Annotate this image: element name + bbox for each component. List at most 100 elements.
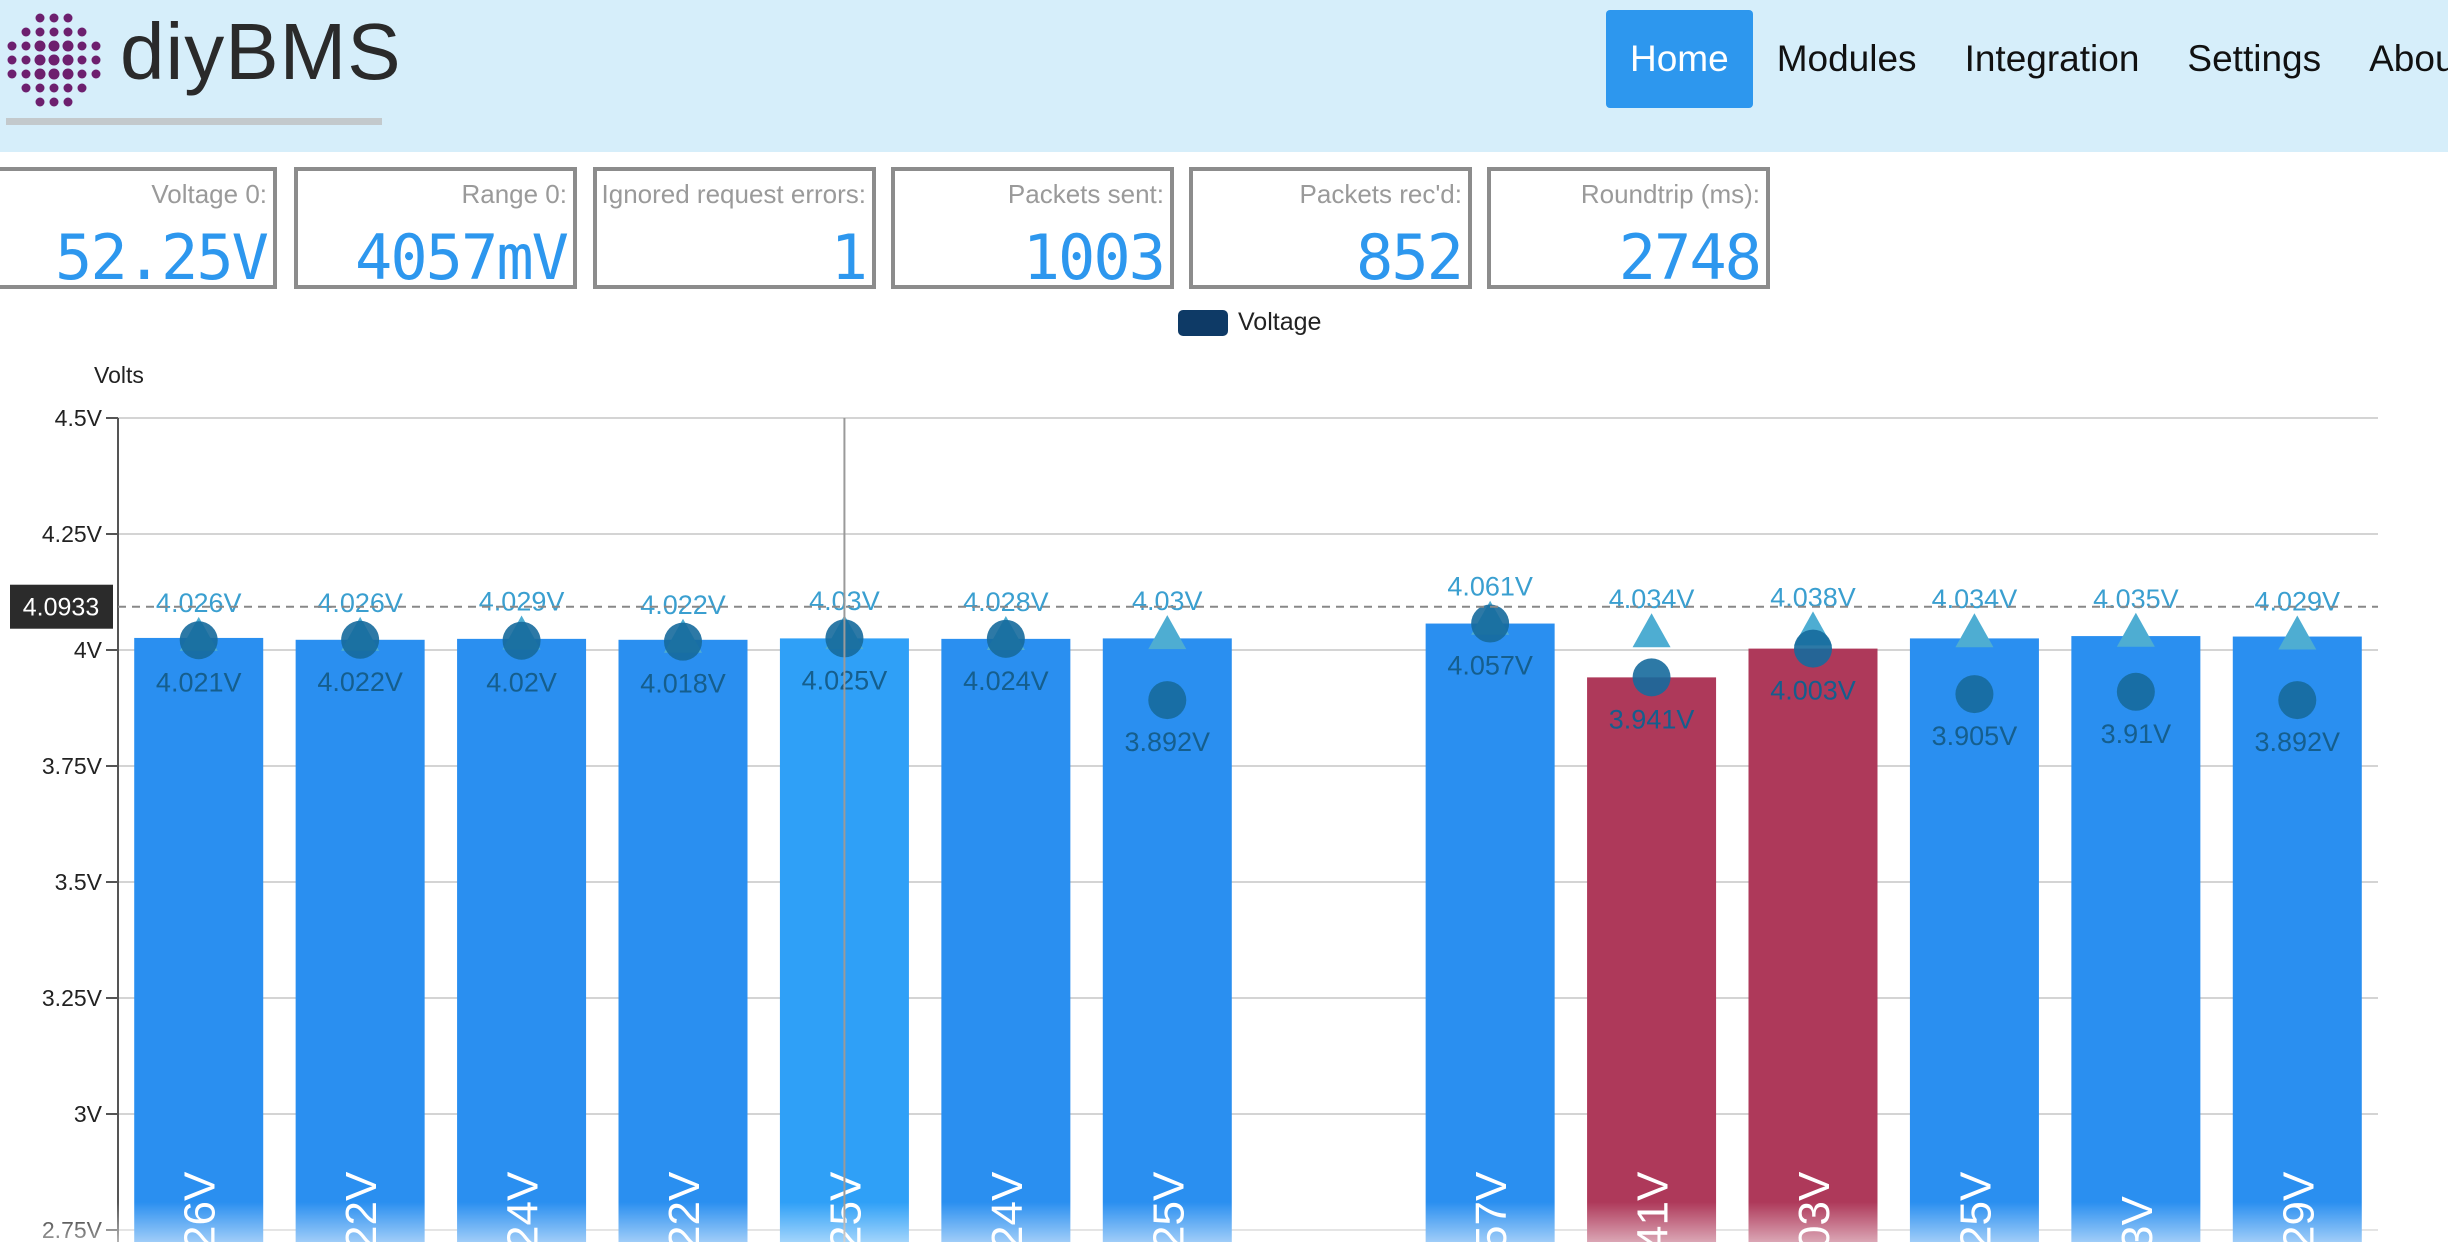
max-voltage-marker — [664, 618, 702, 653]
logo-underline — [6, 118, 382, 125]
voltage-bar — [779, 638, 909, 1242]
y-tick-label: 4.5V — [55, 405, 103, 431]
bar-value-label: 41V — [1629, 1171, 1678, 1242]
max-voltage-marker — [825, 615, 864, 650]
min-voltage-label: 4.057V — [1447, 651, 1533, 681]
nav-settings[interactable]: Settings — [2187, 38, 2322, 79]
voltage-bar — [295, 639, 425, 1242]
y-tick-label: 3.75V — [42, 753, 103, 779]
min-voltage-label: 4.022V — [317, 667, 403, 697]
max-voltage-marker — [502, 615, 541, 650]
logo-dots-icon — [7, 13, 101, 107]
max-voltage-marker — [986, 616, 1025, 651]
voltage-bar — [134, 637, 264, 1242]
bar-value-label: 29V — [2274, 1171, 2323, 1242]
min-voltage-label: 4.02V — [486, 668, 557, 698]
max-voltage-marker — [2278, 615, 2317, 650]
max-voltage-label: 4.035V — [2093, 584, 2179, 614]
min-voltage-marker — [1471, 604, 1510, 643]
bar-value-label: 03V — [1790, 1171, 1839, 1242]
max-voltage-label: 4.022V — [640, 590, 726, 620]
max-voltage-marker — [179, 616, 218, 651]
stat-value: 2748 — [1618, 221, 1762, 294]
legend-label: Voltage — [1238, 308, 1322, 336]
min-voltage-marker — [2278, 681, 2317, 720]
bottom-fade — [0, 1202, 2448, 1242]
min-voltage-label: 4.025V — [802, 665, 888, 695]
bar-value-label: 22V — [660, 1171, 709, 1242]
stat-label: Range 0: — [461, 179, 567, 209]
y-tick-label: 2.75V — [42, 1217, 103, 1242]
max-voltage-marker — [1471, 600, 1510, 635]
nav-integration[interactable]: Integration — [1964, 38, 2140, 79]
max-voltage-label: 4.034V — [1932, 584, 2018, 614]
max-voltage-label: 4.03V — [1132, 586, 1203, 616]
max-voltage-marker — [341, 616, 380, 651]
voltage-bar — [1102, 638, 1232, 1242]
max-voltage-marker — [1632, 613, 1671, 648]
y-tick-label: 3.25V — [42, 985, 103, 1011]
min-voltage-label: 4.024V — [963, 666, 1049, 696]
bar-value-label: 22V — [337, 1171, 386, 1242]
stat-value: 4057mV — [355, 221, 569, 294]
bar-value-label: 3V — [2113, 1196, 2162, 1242]
bar-value-label: 25V — [1951, 1171, 2000, 1242]
reference-value-box — [10, 584, 113, 629]
min-voltage-marker — [986, 619, 1025, 658]
nav-modules[interactable]: Modules — [1776, 38, 1917, 79]
min-voltage-label: 3.905V — [1932, 721, 2018, 751]
nav-about[interactable]: About — [2369, 38, 2448, 79]
y-tick-label: 3V — [74, 1101, 103, 1127]
main-nav: Home Modules Integration Settings About — [1606, 10, 2448, 108]
min-voltage-marker — [179, 621, 218, 660]
min-voltage-label: 4.018V — [640, 669, 726, 699]
stat-label: Roundtrip (ms): — [1580, 179, 1760, 209]
stat-ignored-errors: Ignored request errors: 1 — [593, 167, 876, 294]
max-voltage-label: 4.026V — [156, 588, 242, 618]
min-voltage-marker — [502, 621, 541, 660]
max-voltage-label: 4.038V — [1770, 582, 1856, 612]
min-voltage-marker — [825, 619, 864, 658]
stat-label: Voltage 0: — [151, 179, 267, 209]
stat-voltage: Voltage 0: 52.25V — [0, 167, 277, 294]
min-voltage-label: 3.941V — [1609, 704, 1695, 734]
bar-value-label: 25V — [821, 1171, 870, 1242]
min-voltage-label: 4.003V — [1770, 676, 1856, 706]
voltage-bar — [1909, 638, 2039, 1242]
stat-label: Ignored request errors: — [601, 179, 866, 209]
stat-roundtrip: Roundtrip (ms): 2748 — [1487, 167, 1770, 294]
min-voltage-label: 4.021V — [156, 667, 242, 697]
min-voltage-label: 3.892V — [2254, 727, 2340, 757]
nav-home[interactable]: Home — [1606, 10, 1753, 108]
max-voltage-label: 4.03V — [809, 586, 880, 616]
y-tick-label: 3.5V — [55, 869, 103, 895]
stat-value: 852 — [1356, 221, 1464, 294]
top-header: diyBMS Home Modules Integration Settings… — [0, 0, 2448, 152]
max-voltage-label: 4.028V — [963, 587, 1049, 617]
voltage-bar — [1587, 677, 1717, 1242]
legend-swatch — [1178, 310, 1228, 336]
max-voltage-marker — [1148, 615, 1187, 650]
voltage-bar — [1748, 648, 1878, 1242]
stat-packets-received: Packets rec'd: 852 — [1189, 167, 1472, 294]
voltage-bar — [1425, 623, 1555, 1242]
y-tick-label: 4.25V — [42, 521, 103, 547]
max-voltage-label: 4.029V — [479, 587, 565, 617]
max-voltage-marker — [2116, 612, 2155, 647]
min-voltage-marker — [1148, 681, 1187, 720]
voltage-bar — [618, 639, 748, 1242]
stat-range: Range 0: 4057mV — [294, 167, 577, 294]
voltage-bar — [457, 638, 587, 1242]
stat-value: 52.25V — [55, 221, 269, 294]
stat-value: 1 — [830, 221, 868, 294]
min-voltage-label: 3.91V — [2101, 719, 2172, 749]
bar-value-label: 24V — [499, 1171, 548, 1242]
max-voltage-label: 4.029V — [2254, 587, 2340, 617]
max-voltage-marker — [1955, 613, 1994, 648]
min-voltage-label: 3.892V — [1124, 727, 1210, 757]
stat-packets-sent: Packets sent: 1003 — [891, 167, 1174, 294]
stat-value: 1003 — [1022, 221, 1166, 294]
max-voltage-label: 4.061V — [1447, 572, 1533, 602]
reference-value-label: 4.0933 — [23, 594, 99, 622]
max-voltage-label: 4.034V — [1609, 584, 1695, 614]
